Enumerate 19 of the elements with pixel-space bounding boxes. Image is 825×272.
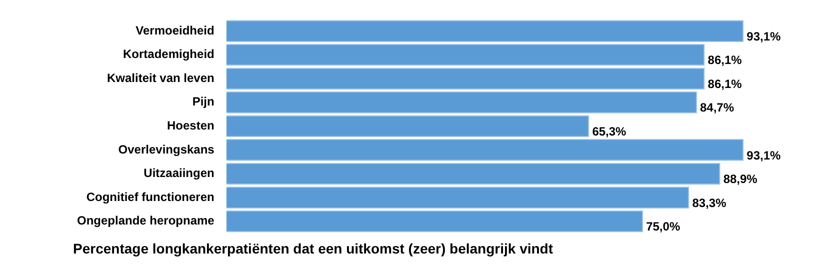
data-label: 93,1% [746,148,782,162]
y-tick-label: Vermoeidheid [136,23,214,38]
data-label: 93,1% [746,29,782,44]
data-label: 86,1% [708,76,742,91]
y-tick-label: Overlevingskans [118,142,215,156]
data-label: 75,0% [646,220,680,234]
data-label: 65,3% [592,124,627,139]
y-tick-label: Kortademigheid [123,47,214,62]
data-label: 88,9% [723,172,758,186]
data-label: 86,1% [708,53,742,68]
y-tick-label: Ongeplande heropname [76,214,215,228]
y-tick-label: Uitzaaiingen [144,166,214,180]
y-tick-label: Cognitief functioneren [86,190,214,204]
y-tick-label: Hoesten [167,118,214,133]
data-label: 83,3% [692,196,727,210]
text: Percentage longkankerpatiënten dat een uitkomst (zeer) belangrijk vindt [73,240,554,256]
y-tick-label: Pijn [192,94,214,109]
data-label: 84,7% [700,100,734,115]
y-tick-label: Kwaliteit van leven [106,70,214,85]
